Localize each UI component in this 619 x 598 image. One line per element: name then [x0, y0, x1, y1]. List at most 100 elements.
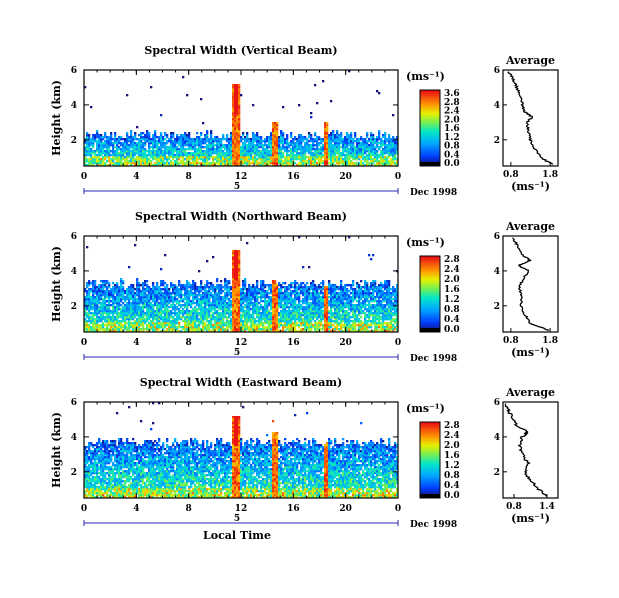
heatmap-cell: [190, 152, 193, 155]
heatmap-cell: [122, 326, 125, 329]
heatmap-cell: [300, 138, 303, 141]
heatmap-cell: [264, 162, 267, 165]
heatmap-cell: [220, 142, 223, 145]
heatmap-cell: [218, 318, 221, 321]
heatmap-cell: [290, 302, 293, 305]
heatmap-cell: [266, 316, 269, 319]
heatmap-cell: [122, 154, 125, 157]
heatmap-cell: [394, 140, 397, 143]
heatmap-cell: [208, 306, 211, 309]
heatmap-cell: [144, 294, 147, 297]
heatmap-cell: [114, 154, 117, 157]
heatmap-cell: [146, 308, 149, 311]
heatmap-cell: [242, 320, 245, 323]
heatmap-cell: [138, 144, 141, 147]
heatmap-cell: [126, 158, 129, 161]
heatmap-cell: [154, 134, 157, 137]
heatmap-cell: [230, 150, 233, 153]
heatmap-cell: [216, 306, 219, 309]
heatmap-cell: [186, 282, 189, 285]
heatmap-cell: [156, 304, 159, 307]
heatmap-cell: [226, 330, 229, 333]
heatmap-cell: [150, 164, 153, 167]
heatmap-cell: [272, 308, 275, 311]
heatmap-cell: [188, 156, 191, 159]
heatmap-cell: [286, 306, 289, 309]
heatmap-cell: [172, 288, 175, 291]
heatmap-cell: [300, 330, 303, 333]
heatmap-cell: [360, 144, 363, 147]
heatmap-cell: [274, 284, 277, 287]
heatmap-cell: [190, 314, 193, 317]
heatmap-cell: [290, 136, 293, 139]
heatmap-cell: [230, 292, 233, 295]
heatmap-cell: [238, 130, 241, 133]
heatmap-cell: [236, 120, 239, 123]
heatmap-cell: [196, 304, 199, 307]
heatmap-cell: [284, 138, 287, 141]
heatmap-cell: [148, 318, 151, 321]
heatmap-cell: [120, 154, 123, 157]
heatmap-cell: [194, 286, 197, 289]
heatmap-cell: [108, 330, 111, 333]
heatmap-cell: [140, 306, 143, 309]
heatmap-cell: [374, 140, 377, 143]
heatmap-cell: [248, 298, 251, 301]
heatmap-cell: [284, 288, 287, 291]
heatmap-cell: [204, 290, 207, 293]
heatmap-cell: [184, 294, 187, 297]
heatmap-cell: [324, 122, 327, 125]
heatmap-cell: [234, 114, 237, 117]
heatmap-cell: [238, 126, 241, 129]
heatmap-cell: [316, 158, 319, 161]
heatmap-cell: [234, 104, 237, 107]
heatmap-cell: [392, 144, 395, 147]
heatmap-cell: [132, 324, 135, 327]
heatmap-cell: [290, 316, 293, 319]
heatmap-cell: [216, 300, 219, 303]
heatmap-cell: [252, 104, 255, 107]
heatmap-cell: [352, 146, 355, 149]
heatmap-cell: [356, 146, 359, 149]
heatmap-cell: [202, 150, 205, 153]
heatmap-cell: [268, 150, 271, 153]
heatmap-cell: [276, 148, 279, 151]
heatmap-cell: [156, 158, 159, 161]
heatmap-cell: [84, 328, 87, 331]
heatmap-cell: [356, 150, 359, 153]
heatmap-cell: [376, 162, 379, 165]
heatmap-cell: [290, 144, 293, 147]
heatmap-cell: [370, 148, 373, 151]
heatmap-cell: [302, 322, 305, 325]
heatmap-cell: [304, 136, 307, 139]
heatmap-cell: [194, 156, 197, 159]
heatmap-cell: [324, 128, 327, 131]
heatmap-cell: [264, 156, 267, 159]
heatmap-cell: [102, 318, 105, 321]
heatmap-cell: [148, 326, 151, 329]
heatmap-cell: [196, 154, 199, 157]
heatmap-cell: [106, 310, 109, 313]
heatmap-cell: [170, 154, 173, 157]
heatmap-cell: [102, 286, 105, 289]
heatmap-cell: [202, 330, 205, 333]
heatmap-cell: [174, 284, 177, 287]
heatmap-cell: [206, 294, 209, 297]
heatmap-cell: [190, 318, 193, 321]
heatmap-cell: [202, 302, 205, 305]
heatmap-cell: [186, 324, 189, 327]
heatmap-cell: [264, 286, 267, 289]
heatmap-cell: [106, 300, 109, 303]
heatmap-cell: [234, 118, 237, 121]
heatmap-cell: [96, 154, 99, 157]
heatmap-cell: [200, 98, 203, 101]
heatmap-cell: [196, 156, 199, 159]
colorbar-unit: (ms⁻¹): [406, 70, 445, 83]
heatmap-cell: [290, 156, 293, 159]
heatmap-cell: [270, 328, 273, 331]
colorbar-swatch: [420, 91, 440, 95]
heatmap-cell: [176, 162, 179, 165]
heatmap-cell: [206, 320, 209, 323]
heatmap-cell: [216, 142, 219, 145]
heatmap-cell: [272, 136, 275, 139]
